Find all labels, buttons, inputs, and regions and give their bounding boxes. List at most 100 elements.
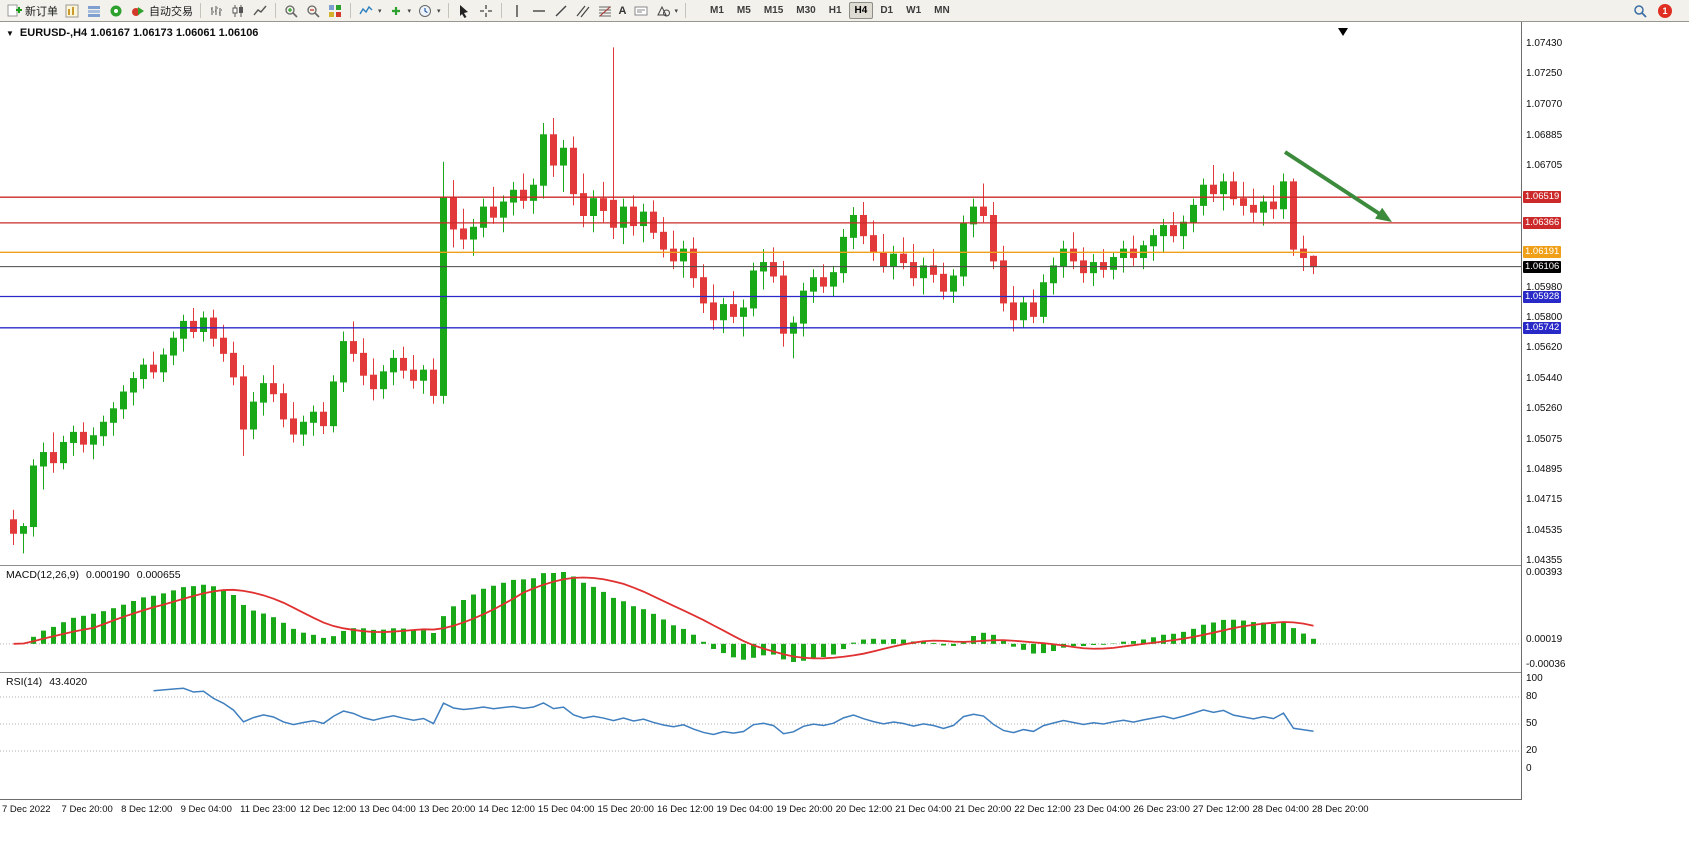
timeframe-button-m5[interactable]: M5 [736,5,751,16]
time-axis-label: 27 Dec 12:00 [1192,804,1250,815]
price-axis-label: 1.04895 [1526,464,1563,476]
zoom-out-button[interactable] [302,1,324,21]
text-label-tool-button[interactable] [630,1,652,21]
price-axis-label: 1.04715 [1526,494,1563,506]
timeframe-button-m1[interactable]: M1 [710,5,724,16]
time-axis-label: 13 Dec 20:00 [418,804,476,815]
time-axis-label: 20 Dec 12:00 [835,804,893,815]
rsi-axis-label: 0 [1526,763,1532,774]
time-axis-label: 23 Dec 04:00 [1073,804,1131,815]
new-order-button[interactable]: 新订单 [3,1,61,21]
auto-trading-label: 自动交易 [149,5,193,18]
notification-badge[interactable]: 1 [1658,3,1672,18]
time-axis-label: 15 Dec 20:00 [597,804,654,815]
add-indicator-button[interactable]: ▾ [385,1,415,21]
macd-panel-canvas[interactable] [0,566,1521,672]
zoom-in-button[interactable] [280,1,302,21]
cursor-button[interactable] [453,1,475,21]
rsi-name: RSI(14) [6,676,43,688]
current-price-tag: 1.06106 [1523,260,1562,273]
indicators-button[interactable]: ▾ [355,1,385,21]
channel-icon [575,3,591,19]
price-axis-label: 1.04535 [1526,524,1563,536]
rsi-panel-canvas[interactable] [0,673,1521,777]
trendline-icon [553,3,569,19]
timeframe-button-d1[interactable]: D1 [880,5,894,16]
timeframe-button-m15[interactable]: M15 [763,5,784,16]
fibonacci-tool-button[interactable] [594,1,616,21]
time-axis-label: 16 Dec 12:00 [657,804,714,815]
timeframe-group: M1 M5 M15 M30 H1 H4 D1 W1 MN [704,2,956,19]
bar-chart-button[interactable] [205,1,227,21]
time-axis-label: 11 Dec 23:00 [240,804,296,815]
time-axis-label: 21 Dec 04:00 [895,804,952,815]
timeframe-button-h1[interactable]: H1 [828,5,842,16]
add-indicator-icon [388,3,404,19]
tile-windows-button[interactable] [324,1,346,21]
hline-price-tag: 1.05928 [1523,290,1562,303]
timeframes-menu-button[interactable]: ▾ [414,1,444,21]
timeframe-button-h4[interactable]: H4 [848,2,874,19]
hline-price-tag: 1.05742 [1523,321,1562,334]
time-axis[interactable]: 7 Dec 2022 7 Dec 20:00 8 Dec 12:00 9 Dec 04… [0,799,1522,819]
time-axis-label: 7 Dec 20:00 [61,804,113,815]
toolbar: 新订单 自动交易 [0,0,1689,22]
timeframe-button-w1[interactable]: W1 [906,5,922,16]
time-axis-label: 28 Dec 04:00 [1252,804,1309,815]
timeframe-button-mn[interactable]: MN [934,5,950,16]
new-chart-button[interactable] [61,1,83,21]
time-axis-label: 22 Dec 12:00 [1014,804,1071,815]
rsi-axis-label: 80 [1526,691,1538,702]
dropdown-arrow-icon: ▾ [437,7,441,15]
hline-price-tag: 1.06366 [1523,216,1562,229]
price-axis-label: 1.05800 [1526,312,1563,324]
chart-title: ▼ EURUSD-,H4 1.06167 1.06173 1.06061 1.0… [6,27,258,39]
data-window-button[interactable] [105,1,127,21]
indicators-icon [358,3,374,19]
toolbar-separator [447,3,449,18]
timeframe-button-m30[interactable]: M30 [796,5,816,16]
candlestick-chart-button[interactable] [227,1,249,21]
macd-axis-label: 0.00019 [1526,633,1563,645]
one-click-trading-arrow-icon[interactable]: ▼ [6,28,14,38]
price-axis-label: 1.06885 [1526,129,1563,141]
text-tool-icon: A [618,4,627,17]
macd-axis-label: -0.00036 [1526,659,1566,670]
price-axis-label: 1.05260 [1526,402,1563,414]
trendline-tool-button[interactable] [550,1,572,21]
shapes-tool-button[interactable]: ▾ [652,1,682,21]
price-axis[interactable]: 1.07430 1.07250 1.07070 1.06885 1.06705 1.059… [1521,22,1566,799]
line-chart-button[interactable] [249,1,271,21]
channel-tool-button[interactable] [572,1,594,21]
horizontal-line-tool-button[interactable] [528,1,550,21]
price-axis-label: 1.04355 [1526,555,1563,566]
new-order-icon [6,3,22,19]
price-axis-label: 1.06705 [1526,159,1563,171]
price-axis-label: 1.05440 [1526,372,1563,384]
rsi-label: RSI(14) 43.4020 [6,676,87,688]
auto-trading-button[interactable]: 自动交易 [127,1,196,21]
rsi-panel-separator[interactable] [0,672,1566,673]
auto-trading-icon [130,3,146,19]
price-chart-canvas[interactable] [0,22,1521,565]
price-axis-label: 1.07250 [1526,68,1563,80]
toolbar-separator [200,3,201,18]
data-window-icon [108,3,124,19]
rsi-value: 43.4020 [49,676,88,688]
crosshair-button[interactable] [475,1,497,21]
vertical-line-tool-button[interactable] [506,1,528,21]
text-tool-button[interactable]: A [616,1,630,21]
macd-panel-separator[interactable] [0,565,1566,566]
time-axis-label: 21 Dec 20:00 [954,804,1012,815]
toolbar-separator [685,3,687,18]
rsi-axis-label: 50 [1526,718,1538,729]
rsi-axis-label: 100 [1526,673,1543,684]
cursor-arrow-icon [456,3,472,19]
time-axis-label: 28 Dec 20:00 [1312,804,1369,815]
time-axis-label: 26 Dec 23:00 [1133,804,1190,815]
price-axis-label: 1.07430 [1526,38,1563,49]
macd-axis-label: 0.00393 [1526,567,1563,578]
search-button[interactable] [1629,1,1651,21]
profiles-button[interactable] [83,1,105,21]
